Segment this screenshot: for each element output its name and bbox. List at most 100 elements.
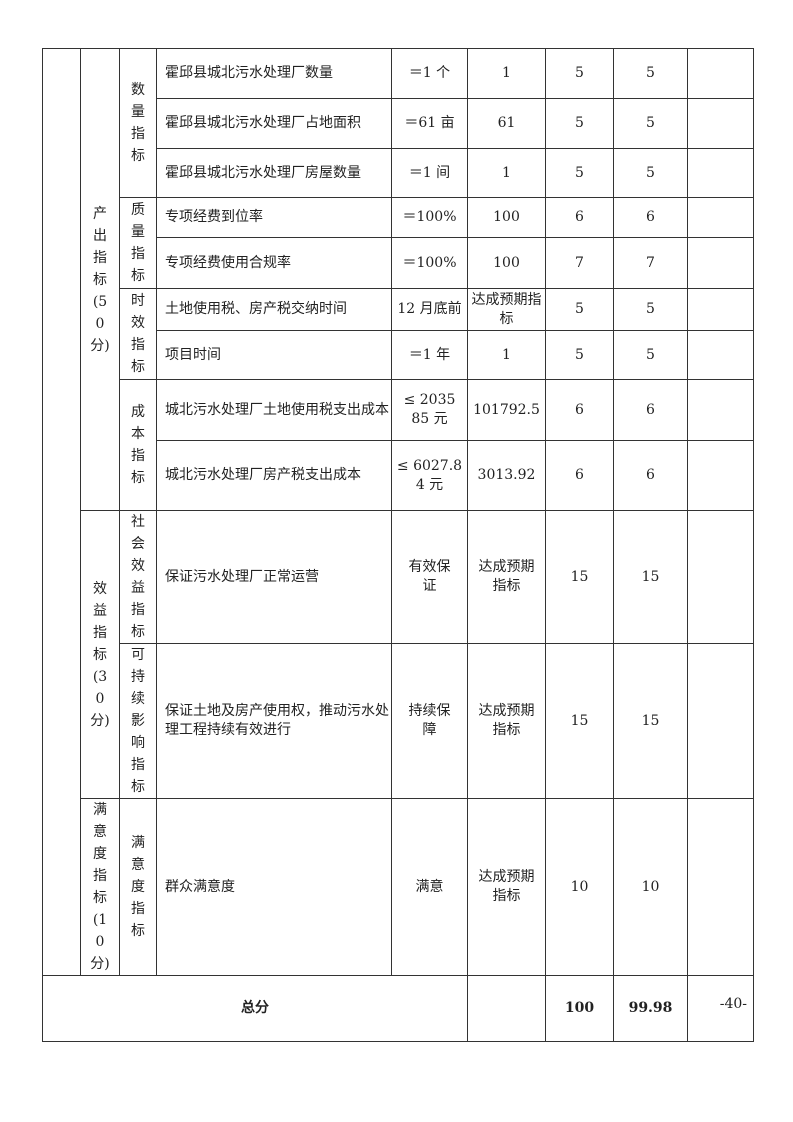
level1-output: 产出指标(50分) [80, 48, 120, 511]
table-row: 满意度指标(10分) 满意度指标 群众满意度 满意 达成预期指标 10 10 [43, 798, 754, 976]
actual: 100 [467, 237, 546, 289]
level2-timeliness: 时效指标 [119, 288, 157, 380]
table-row: 质量指标 专项经费到位率 ＝100% 100 6 6 [43, 197, 754, 289]
indicator: 霍邱县城北污水处理厂房屋数量 [156, 148, 392, 198]
weight: 6 [545, 379, 614, 441]
target: ＝1 年 [391, 330, 468, 380]
score: 5 [613, 288, 688, 331]
actual: 3013.92 [467, 440, 546, 511]
target: ＝1 间 [391, 148, 468, 198]
target: 有效保证 [391, 510, 468, 644]
target: ＝61 亩 [391, 98, 468, 149]
score: 5 [613, 48, 688, 99]
total-score: 99.98 [613, 975, 688, 1042]
indicator: 保证土地及房产使用权，推动污水处理工程持续有效进行 [156, 643, 392, 799]
total-row: 总分 100 99.98 [42, 975, 754, 1042]
weight: 5 [545, 330, 614, 380]
note [687, 288, 754, 331]
score: 6 [613, 379, 688, 441]
total-label: 总分 [42, 975, 468, 1042]
weight: 10 [545, 798, 614, 976]
table-row: 霍邱县城北污水处理厂占地面积 ＝61 亩 61 5 5 [43, 98, 754, 149]
indicator: 项目时间 [156, 330, 392, 380]
score: 15 [613, 643, 688, 799]
actual: 1 [467, 148, 546, 198]
note [687, 48, 754, 99]
level2-social: 社会效益指标 [119, 510, 157, 644]
note [687, 237, 754, 289]
actual: 101792.5 [467, 379, 546, 441]
indicator: 土地使用税、房产税交纳时间 [156, 288, 392, 331]
target: ＝100% [391, 237, 468, 289]
indicator: 城北污水处理厂土地使用税支出成本 [156, 379, 392, 441]
indicator: 城北污水处理厂房产税支出成本 [156, 440, 392, 511]
note [687, 440, 754, 511]
indicator: 专项经费到位率 [156, 197, 392, 238]
note [687, 643, 754, 799]
weight: 6 [545, 197, 614, 238]
target: 持续保障 [391, 643, 468, 799]
actual: 达成预期指标 [467, 798, 546, 976]
weight: 6 [545, 440, 614, 511]
table-row: 效益指标(30分) 社会效益指标 保证污水处理厂正常运营 有效保证 达成预期指标… [43, 510, 754, 799]
note [687, 510, 754, 644]
target: ＝100% [391, 197, 468, 238]
weight: 7 [545, 237, 614, 289]
actual: 达成预期指标 [467, 643, 546, 799]
first-level-blank-cell [42, 48, 81, 976]
indicator: 霍邱县城北污水处理厂数量 [156, 48, 392, 99]
weight: 5 [545, 148, 614, 198]
target: ≤ 6027.84 元 [391, 440, 468, 511]
indicator: 专项经费使用合规率 [156, 237, 392, 289]
score: 5 [613, 148, 688, 198]
table-row: 城北污水处理厂房产税支出成本 ≤ 6027.84 元 3013.92 6 6 [43, 440, 754, 511]
total-actual [467, 975, 546, 1042]
level2-quality: 质量指标 [119, 197, 157, 289]
target: 满意 [391, 798, 468, 976]
score: 6 [613, 197, 688, 238]
table-row: 成本指标 城北污水处理厂土地使用税支出成本 ≤ 203585 元 101792.… [43, 379, 754, 511]
score: 15 [613, 510, 688, 644]
actual: 1 [467, 330, 546, 380]
level2-cost: 成本指标 [119, 379, 157, 511]
table-row: 可持续影响指标 保证土地及房产使用权，推动污水处理工程持续有效进行 持续保障 达… [43, 643, 754, 799]
level2-satisfaction: 满意度指标 [119, 798, 157, 976]
level1-benefit: 效益指标(30分) [80, 510, 120, 799]
weight: 15 [545, 510, 614, 644]
page-number: -40- [719, 996, 747, 1012]
indicator: 群众满意度 [156, 798, 392, 976]
total-weight: 100 [545, 975, 614, 1042]
score: 7 [613, 237, 688, 289]
actual: 1 [467, 48, 546, 99]
weight: 5 [545, 48, 614, 99]
table-row: 霍邱县城北污水处理厂房屋数量 ＝1 间 1 5 5 [43, 148, 754, 198]
actual: 达成预期指标 [467, 288, 546, 331]
table-row: 产出指标(50分) 数量指标 霍邱县城北污水处理厂数量 ＝1 个 1 5 5 [42, 48, 754, 976]
score: 6 [613, 440, 688, 511]
table-row: 时效指标 土地使用税、房产税交纳时间 12 月底前 达成预期指标 5 5 [43, 288, 754, 380]
note [687, 330, 754, 380]
level2-quantity: 数量指标 [119, 48, 157, 198]
target: 12 月底前 [391, 288, 468, 331]
target: ≤ 203585 元 [391, 379, 468, 441]
note [687, 197, 754, 238]
weight: 15 [545, 643, 614, 799]
weight: 5 [545, 288, 614, 331]
indicator: 霍邱县城北污水处理厂占地面积 [156, 98, 392, 149]
performance-indicator-table: 产出指标(50分) 数量指标 霍邱县城北污水处理厂数量 ＝1 个 1 5 5 霍… [42, 48, 754, 1042]
actual: 达成预期指标 [467, 510, 546, 644]
actual: 61 [467, 98, 546, 149]
score: 10 [613, 798, 688, 976]
indicator: 保证污水处理厂正常运营 [156, 510, 392, 644]
score: 5 [613, 330, 688, 380]
note [687, 798, 754, 976]
table-row: 专项经费使用合规率 ＝100% 100 7 7 [43, 237, 754, 289]
weight: 5 [545, 98, 614, 149]
actual: 100 [467, 197, 546, 238]
note [687, 148, 754, 198]
target: ＝1 个 [391, 48, 468, 99]
note [687, 379, 754, 441]
level2-sustainable: 可持续影响指标 [119, 643, 157, 799]
total-note [687, 975, 754, 1042]
note [687, 98, 754, 149]
